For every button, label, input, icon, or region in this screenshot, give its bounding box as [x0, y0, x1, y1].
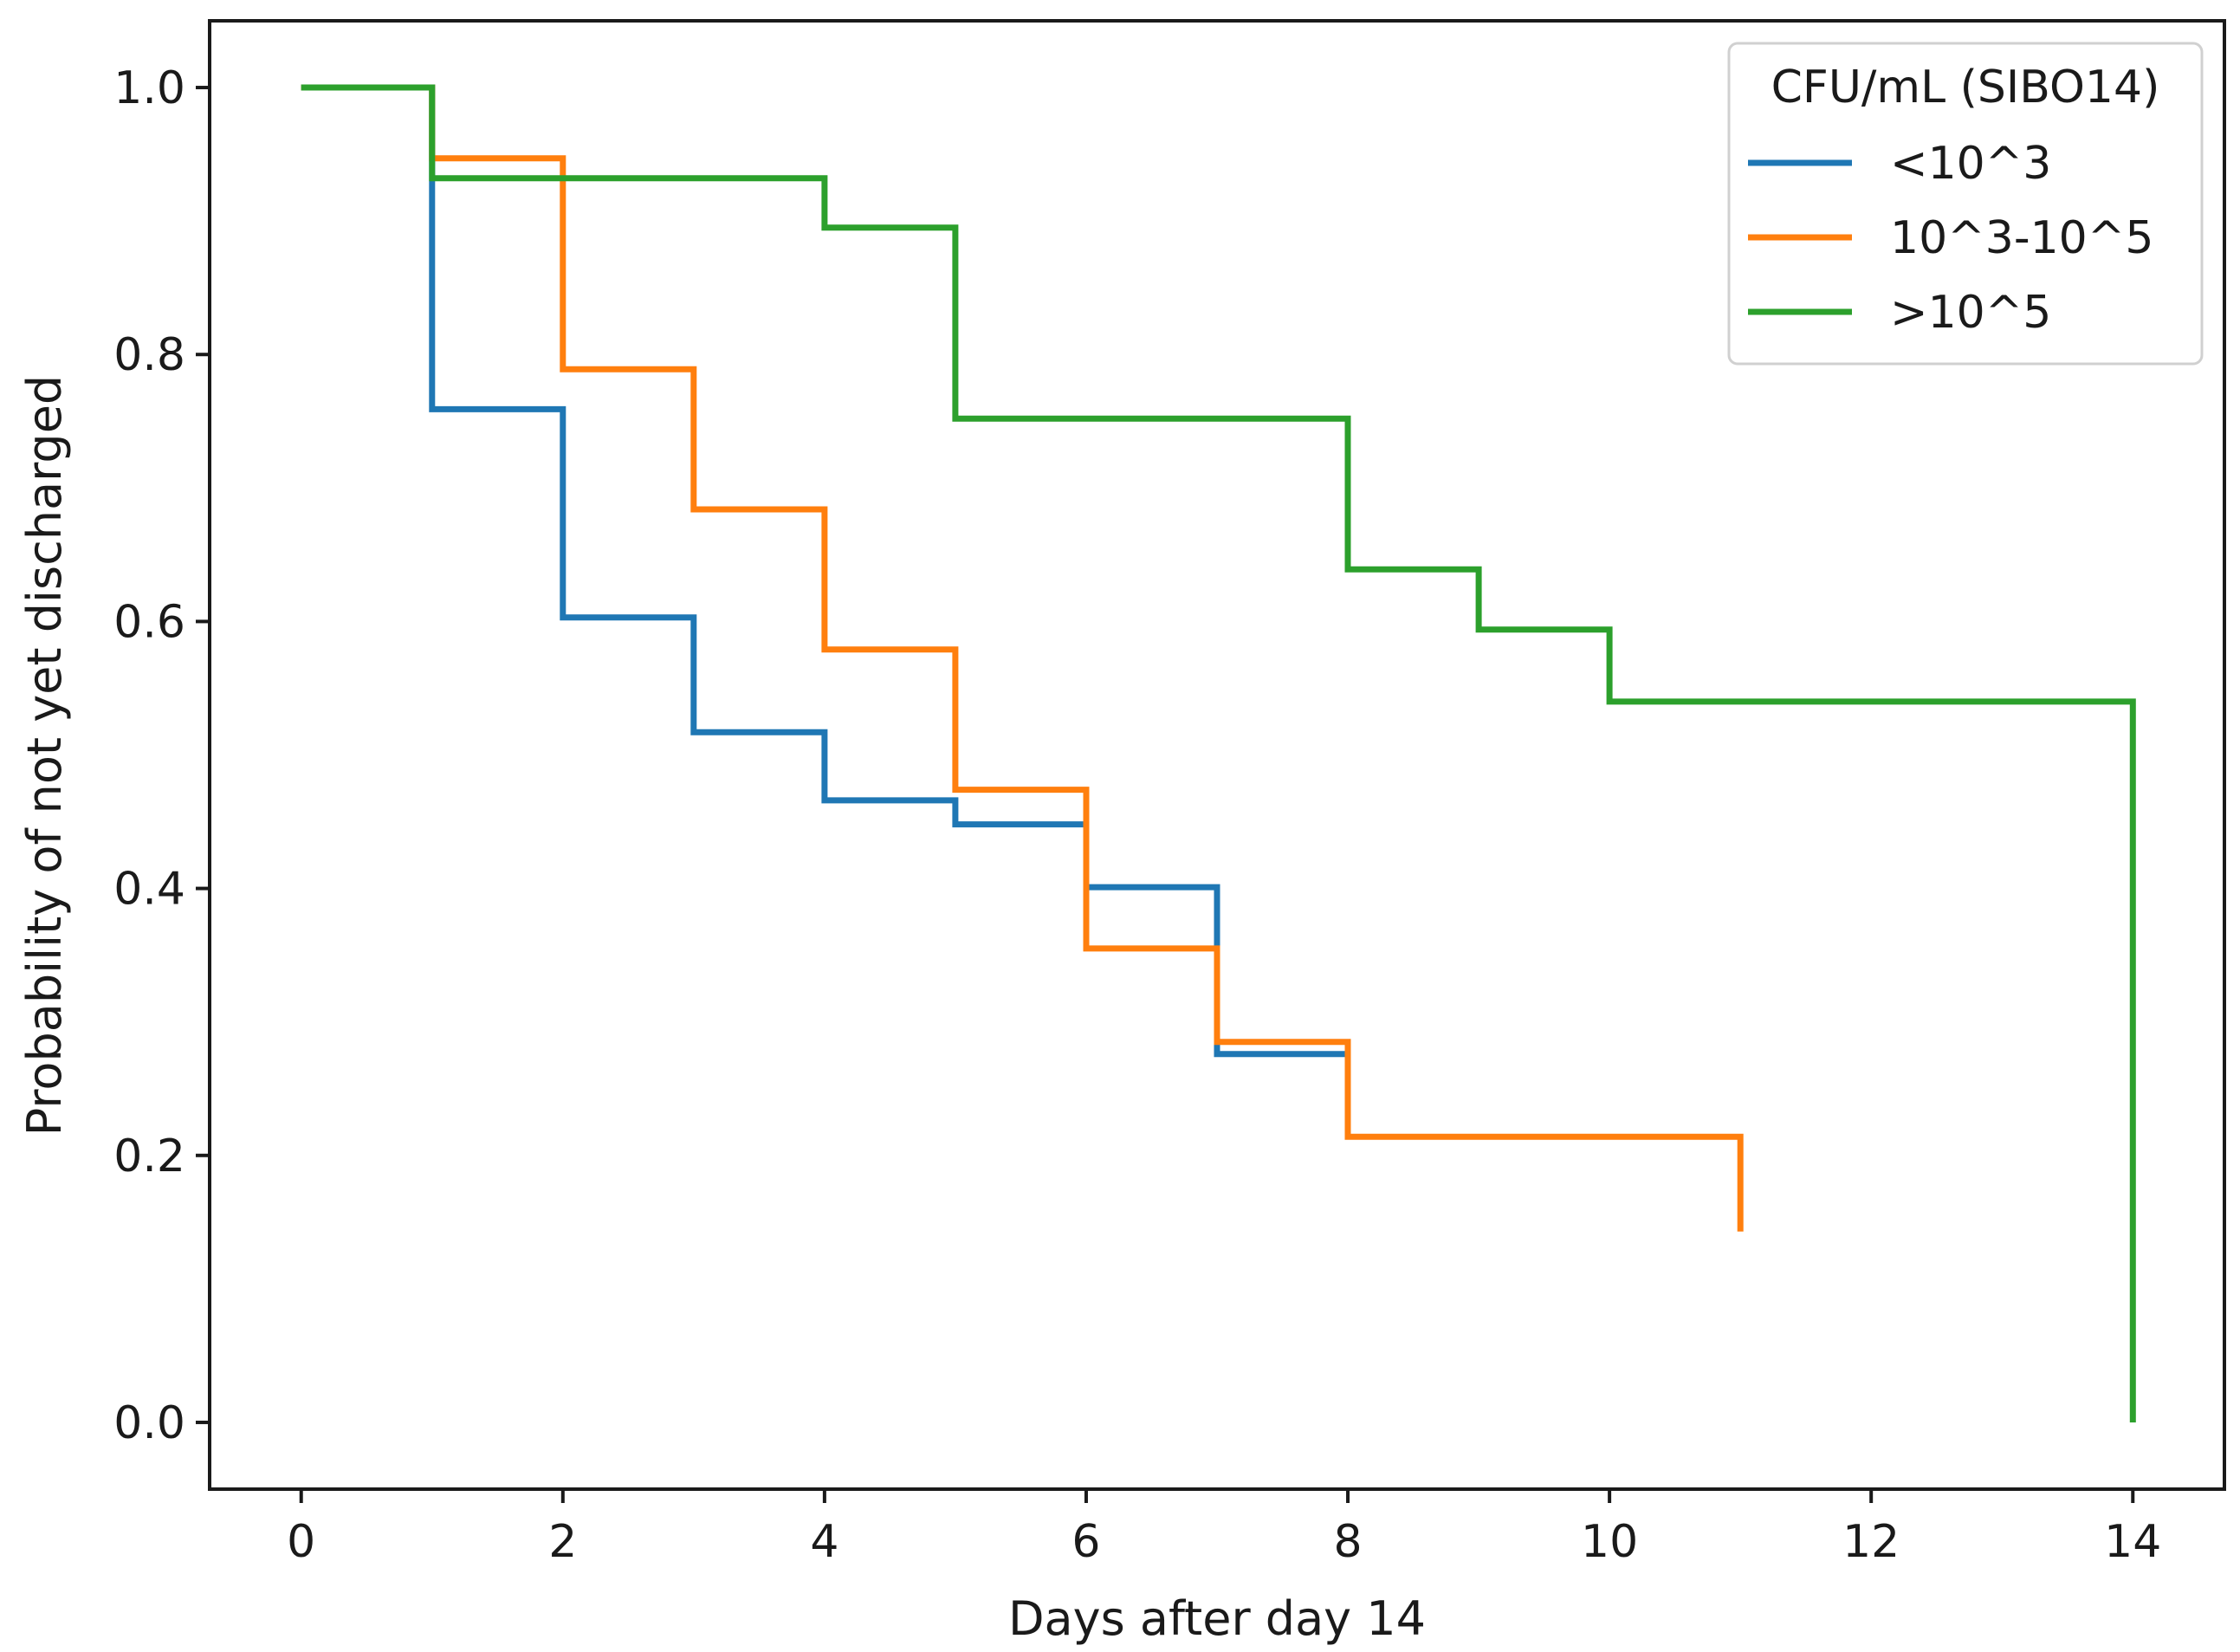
x-tick-label: 4 [810, 1516, 838, 1568]
legend-label: 10^3-10^5 [1890, 212, 2153, 264]
legend: CFU/mL (SIBO14) <10^3 10^3-10^5 >10^5 [1727, 42, 2204, 366]
legend-title: CFU/mL (SIBO14) [1771, 62, 2160, 113]
legend-label: >10^5 [1890, 287, 2051, 339]
x-tick-label: 2 [548, 1516, 577, 1568]
series-line-3 [301, 84, 2136, 1422]
y-tick-label: 0.4 [113, 864, 185, 916]
x-axis-label: Days after day 14 [1008, 1591, 1426, 1646]
x-tick-label: 14 [2104, 1516, 2161, 1568]
series-line-1 [301, 84, 1348, 1058]
x-tick-label: 8 [1333, 1516, 1362, 1568]
y-tick-label: 0.6 [113, 596, 185, 648]
y-tick-label: 1.0 [113, 62, 185, 114]
x-axis: 0 2 4 6 8 10 12 14 [287, 1489, 2161, 1568]
y-axis: 0.0 0.2 0.4 0.6 0.8 1.0 [113, 62, 210, 1449]
series-line-2 [301, 84, 1744, 1232]
y-tick-label: 0.2 [113, 1130, 185, 1182]
series-layer [301, 84, 2136, 1422]
legend-box [1727, 42, 2204, 366]
x-tick-label: 6 [1071, 1516, 1100, 1568]
y-tick-label: 0.0 [113, 1397, 185, 1449]
y-axis-label: Probability of not yet discharged [17, 375, 72, 1136]
x-tick-label: 10 [1581, 1516, 1638, 1568]
plot-frame [208, 19, 2226, 1491]
x-tick-label: 12 [1842, 1516, 1900, 1568]
x-tick-label: 0 [287, 1516, 315, 1568]
legend-entries: <10^3 10^3-10^5 >10^5 [1748, 138, 2153, 339]
legend-label: <10^3 [1890, 138, 2051, 190]
y-tick-label: 0.8 [113, 329, 185, 381]
